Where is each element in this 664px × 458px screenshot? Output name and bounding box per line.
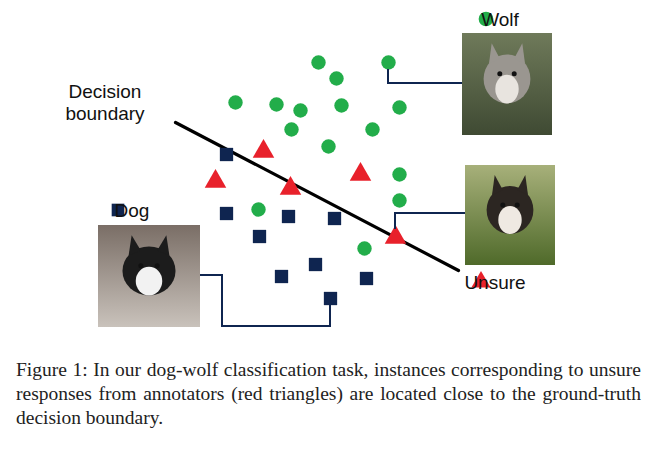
- svg-text:Unsure: Unsure: [464, 272, 525, 293]
- html-text:Figure 1: In our dog-wolf clas: Figure 1: In our dog-wolf classification…: [16, 359, 641, 428]
- svg-text:Decisionboundary: Decisionboundary: [65, 81, 145, 124]
- svg-text:Dog: Dog: [115, 200, 150, 221]
- svg-text:Wolf: Wolf: [481, 9, 519, 30]
